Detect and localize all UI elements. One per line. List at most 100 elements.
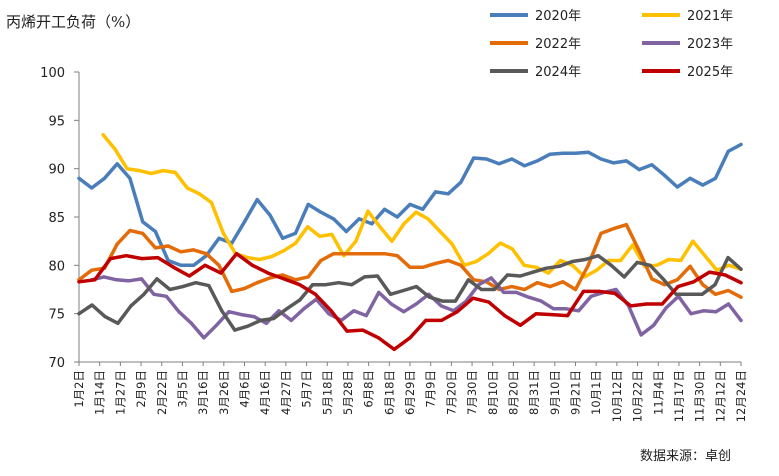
data-point	[139, 277, 144, 281]
data-point	[471, 296, 475, 300]
data-point	[739, 142, 743, 147]
data-point	[344, 252, 348, 256]
data-point	[639, 333, 643, 337]
data-point	[252, 315, 256, 319]
data-point	[561, 151, 565, 155]
data-point	[281, 236, 285, 240]
data-point	[586, 263, 590, 267]
data-point	[573, 287, 578, 292]
data-point	[561, 280, 565, 284]
x-tick-label: 9月10日	[548, 370, 562, 415]
data-point	[352, 309, 356, 313]
data-point	[141, 220, 145, 224]
x-tick-label: 12月24日	[734, 370, 748, 422]
data-point	[363, 275, 367, 279]
data-point	[221, 231, 225, 235]
data-point	[531, 270, 535, 274]
x-tick-label: 7月30日	[465, 370, 479, 415]
data-point	[242, 286, 247, 291]
data-point	[166, 258, 170, 263]
data-point	[675, 185, 679, 189]
data-point	[739, 318, 743, 322]
data-point	[466, 278, 470, 282]
data-point	[688, 176, 692, 180]
data-point	[505, 273, 509, 277]
data-point	[337, 281, 341, 285]
data-point	[370, 222, 374, 226]
data-point	[622, 275, 626, 279]
data-point	[179, 250, 183, 254]
data-point	[550, 313, 554, 317]
data-point	[614, 287, 618, 292]
data-point	[739, 281, 743, 285]
data-point	[546, 271, 551, 275]
data-point	[402, 222, 406, 226]
data-point	[450, 242, 454, 246]
x-tick-label: 5月7日	[300, 370, 314, 408]
y-tick-label: 80	[48, 259, 65, 274]
data-point	[101, 133, 105, 137]
x-axis: 1月2日 1月14日 1月27日 2月9日 2月22日 3月5日 3月16日 3月26日 4月6…	[72, 361, 748, 422]
data-point	[197, 192, 201, 196]
data-point	[402, 310, 406, 314]
data-point	[166, 244, 170, 248]
data-point	[701, 283, 705, 287]
data-point	[723, 273, 727, 277]
data-point	[637, 249, 641, 253]
data-point	[713, 292, 718, 296]
data-point	[472, 156, 476, 160]
data-point	[214, 323, 218, 327]
data-point	[155, 277, 159, 281]
data-point	[597, 289, 601, 293]
data-point	[230, 289, 234, 293]
data-point	[637, 168, 641, 172]
data-point	[484, 157, 488, 161]
data-point	[293, 278, 297, 282]
data-point	[168, 287, 172, 292]
x-tick-label: 7月20日	[444, 370, 458, 415]
data-point	[179, 263, 183, 267]
data-point	[173, 170, 177, 175]
x-tick-label: 3月26日	[217, 370, 231, 415]
data-point	[713, 176, 718, 180]
data-point	[90, 303, 94, 307]
data-point	[187, 274, 191, 278]
data-point	[137, 169, 141, 173]
data-point	[414, 285, 419, 289]
data-point	[245, 256, 250, 260]
data-point	[421, 207, 425, 211]
data-point	[156, 256, 160, 260]
data-point	[302, 307, 306, 311]
data-point	[497, 162, 501, 166]
data-point	[596, 254, 600, 258]
x-tick-label: 11月4日	[651, 370, 665, 415]
data-point	[281, 273, 285, 277]
data-point	[77, 312, 81, 316]
data-point	[703, 254, 707, 258]
data-point	[715, 268, 719, 272]
data-point	[114, 278, 119, 282]
data-point	[586, 150, 590, 154]
data-point	[332, 252, 336, 256]
data-point	[534, 265, 539, 269]
legend-item: 2020年	[490, 9, 581, 24]
x-tick-label: 1月27日	[113, 370, 127, 415]
data-point	[77, 280, 81, 284]
data-point	[127, 279, 131, 283]
data-point	[128, 176, 132, 180]
data-point	[90, 268, 94, 272]
data-point	[629, 304, 633, 308]
data-point	[392, 347, 396, 351]
data-point	[375, 274, 380, 278]
data-point	[77, 176, 81, 180]
data-point	[259, 318, 263, 322]
x-tick-label: 11月30日	[693, 370, 707, 422]
data-point	[679, 258, 683, 263]
data-point	[255, 198, 259, 202]
data-point	[257, 257, 262, 262]
data-point	[510, 157, 514, 161]
data-point	[439, 318, 444, 322]
legend-label: 2022年	[535, 37, 581, 52]
data-point	[235, 252, 239, 256]
